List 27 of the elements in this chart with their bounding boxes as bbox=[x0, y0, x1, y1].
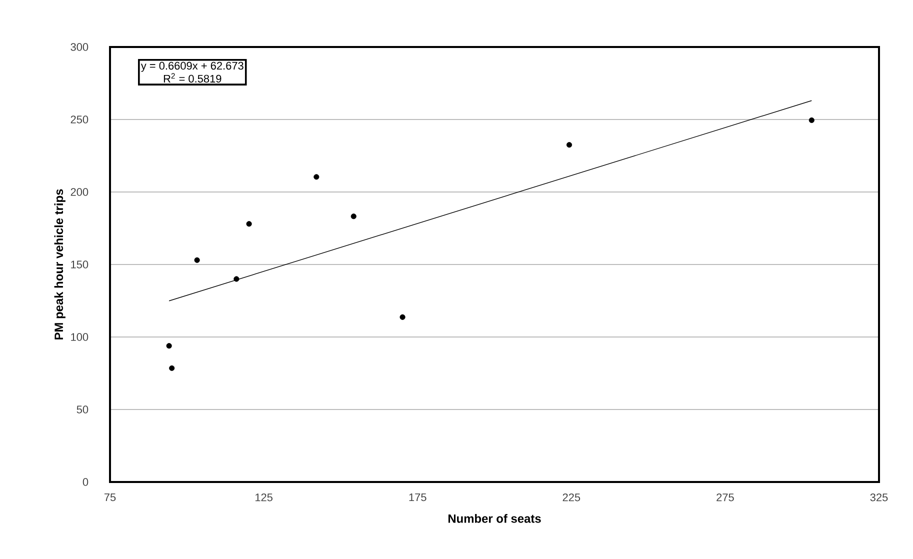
y-tick-label: 250 bbox=[70, 116, 88, 124]
annotation: R$^{2}$ = 0.5819 bbox=[164, 73, 222, 83]
y-tick-label: 50 bbox=[76, 406, 88, 414]
point bbox=[566, 142, 572, 148]
x-tick-label: 125 bbox=[255, 493, 272, 502]
x-tick-label: 175 bbox=[409, 493, 426, 502]
x-tick-label: 275 bbox=[716, 493, 734, 502]
y-tick-label: 150 bbox=[71, 260, 88, 268]
point bbox=[166, 343, 172, 349]
point bbox=[246, 221, 252, 227]
x-tick-label: 225 bbox=[562, 493, 580, 502]
y-tick-label: 100 bbox=[71, 333, 88, 341]
x-tick-label: 325 bbox=[870, 493, 888, 502]
annotation: y = 0.6609x + 62.673 bbox=[140, 62, 244, 72]
point bbox=[194, 257, 200, 263]
point bbox=[234, 276, 240, 282]
point bbox=[350, 214, 356, 220]
x-axis-title: Number of seats bbox=[448, 514, 541, 523]
point bbox=[169, 365, 175, 371]
x-tick-label: 75 bbox=[104, 493, 116, 502]
y-tick-label: 200 bbox=[70, 188, 88, 196]
point bbox=[314, 174, 320, 180]
point bbox=[808, 117, 814, 123]
y-tick-label: 0 bbox=[82, 478, 88, 486]
point bbox=[400, 314, 406, 320]
y-axis-title: PM peak hour vehicle trips bbox=[54, 189, 66, 340]
y-tick-label: 300 bbox=[70, 43, 88, 51]
